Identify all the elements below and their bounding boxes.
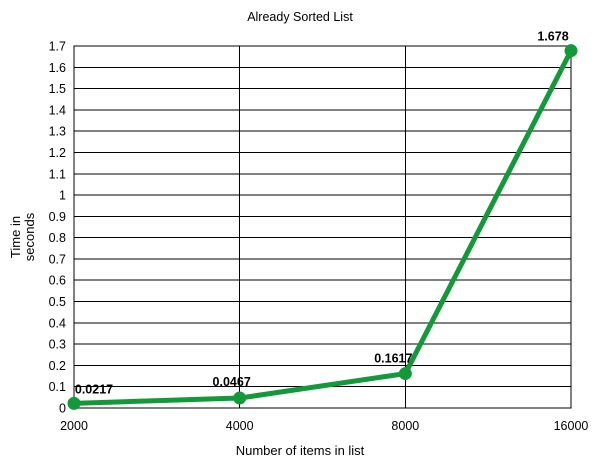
y-tick-label: 0.3 [49, 338, 66, 352]
y-tick-label: 0.8 [49, 231, 66, 245]
x-tick-label: 16000 [554, 419, 589, 433]
data-series: 0.0217 0.0467 0.1617 1.678 [67, 30, 578, 410]
chart-title: Already Sorted List [247, 10, 353, 24]
y-tick-label: 1.1 [49, 167, 66, 181]
x-tick-label: 2000 [60, 419, 88, 433]
data-point [67, 396, 81, 410]
data-label: 0.0467 [213, 375, 251, 389]
y-axis-label: Time in seconds [8, 212, 37, 261]
y-tick-label: 1.3 [49, 125, 66, 139]
data-label: 0.1617 [374, 352, 412, 366]
y-tick-label: 0.1 [49, 380, 66, 394]
x-tick-label: 4000 [226, 419, 254, 433]
y-tick-label: 0 [59, 402, 66, 416]
y-tick-label: 0.7 [49, 252, 66, 266]
y-tick-label: 0.2 [49, 359, 66, 373]
grid [73, 45, 572, 409]
y-tick-label: 1.5 [49, 82, 66, 96]
data-point [564, 44, 578, 58]
data-point [398, 367, 412, 381]
data-point [233, 391, 247, 405]
plot-frame [73, 45, 572, 409]
x-tick-label: 8000 [391, 419, 419, 433]
y-tick-label: 0.5 [49, 295, 66, 309]
data-label: 0.0217 [75, 382, 113, 396]
data-label: 1.678 [537, 30, 568, 44]
y-tick-label: 0.4 [49, 316, 66, 330]
series-line [71, 48, 574, 406]
y-tick-labels: 0 0.1 0.2 0.3 0.4 0.5 0.6 0.7 0.8 0.9 1 1.1 1.2 1.3 1.… [49, 40, 66, 416]
y-tick-label: 1.2 [49, 146, 66, 160]
y-tick-label: 0.6 [49, 274, 66, 288]
y-axis-label-line2: seconds [22, 212, 37, 261]
x-tick-labels: 2000 4000 8000 16000 [60, 419, 588, 433]
y-tick-label: 0.9 [49, 210, 66, 224]
y-axis-label-line1: Time in [8, 216, 23, 258]
y-tick-label: 1.6 [49, 61, 66, 75]
y-tick-label: 1 [59, 189, 66, 203]
x-axis-label: Number of items in list [236, 443, 365, 458]
y-tick-label: 1.7 [49, 40, 66, 54]
y-tick-label: 1.4 [49, 103, 66, 117]
